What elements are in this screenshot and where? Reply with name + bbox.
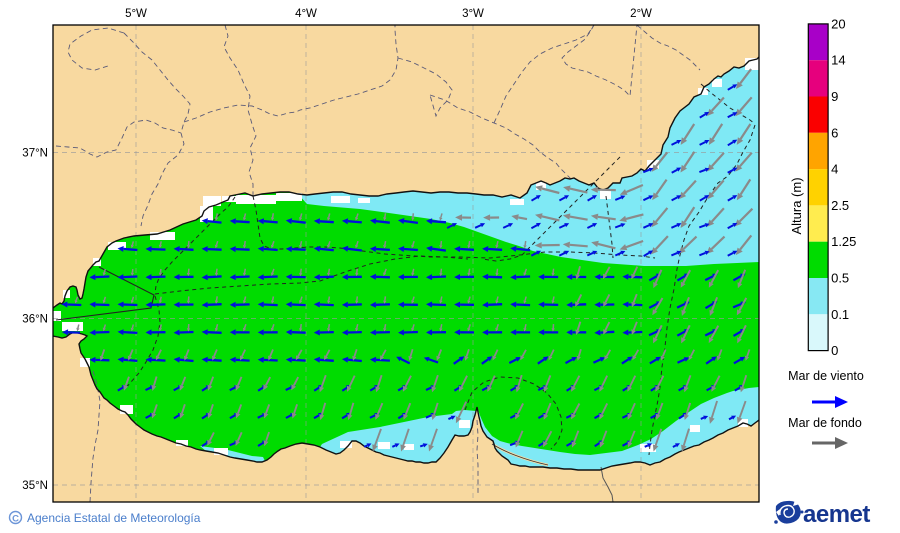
svg-text:Altura (m): Altura (m) [789, 177, 804, 234]
svg-text:Mar de fondo: Mar de fondo [788, 416, 862, 430]
svg-text:20: 20 [831, 16, 845, 31]
svg-text:14: 14 [831, 53, 845, 68]
svg-text:3°W: 3°W [462, 8, 484, 20]
svg-text:5°W: 5°W [125, 8, 147, 20]
svg-text:35°N: 35°N [22, 480, 48, 492]
svg-text:C: C [12, 514, 19, 525]
svg-text:2.5: 2.5 [831, 198, 849, 213]
svg-text:9: 9 [831, 89, 838, 104]
svg-text:1.25: 1.25 [831, 234, 856, 249]
svg-text:0.5: 0.5 [831, 271, 849, 286]
svg-text:Agencia Estatal de Meteorologí: Agencia Estatal de Meteorología [27, 511, 201, 525]
svg-text:37°N: 37°N [22, 148, 48, 160]
svg-text:2°W: 2°W [630, 8, 652, 20]
svg-text:aemet: aemet [803, 501, 870, 528]
svg-text:Mar de viento: Mar de viento [788, 369, 864, 383]
svg-text:0: 0 [831, 343, 838, 358]
svg-text:6: 6 [831, 125, 838, 140]
svg-text:0.1: 0.1 [831, 307, 849, 322]
svg-text:4°W: 4°W [295, 8, 317, 20]
svg-text:4: 4 [831, 162, 838, 177]
svg-text:36°N: 36°N [22, 314, 48, 326]
